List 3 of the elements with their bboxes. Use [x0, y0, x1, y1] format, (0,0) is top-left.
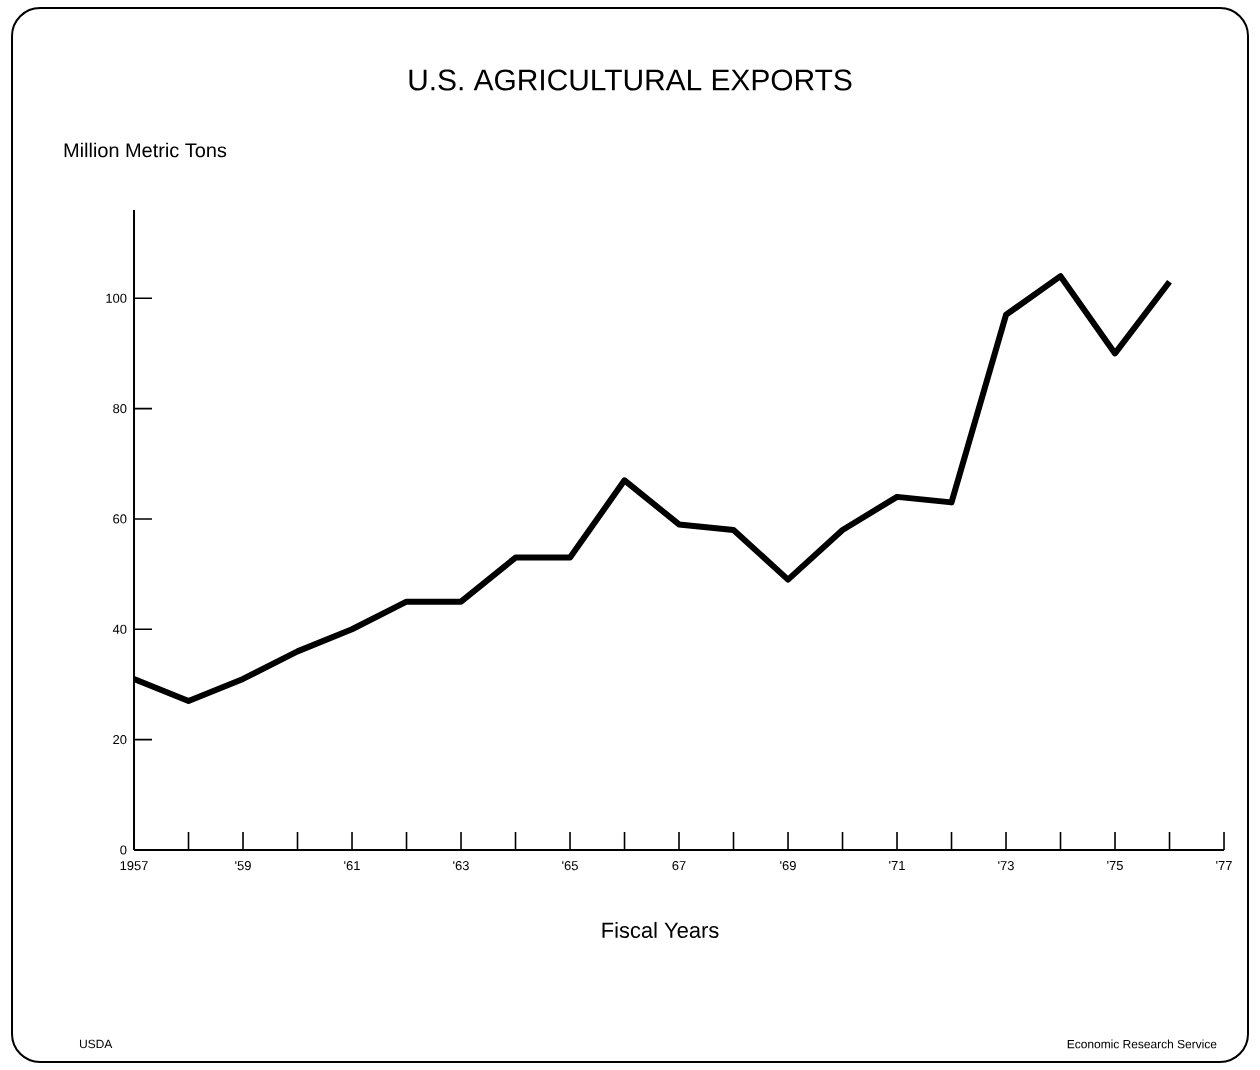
x-axis-title: Fiscal Years	[602, 921, 719, 939]
y-axis-title: Million Metric Tons	[64, 142, 227, 158]
chart-title: U.S. AGRICULTURAL EXPORTS	[409, 69, 852, 91]
